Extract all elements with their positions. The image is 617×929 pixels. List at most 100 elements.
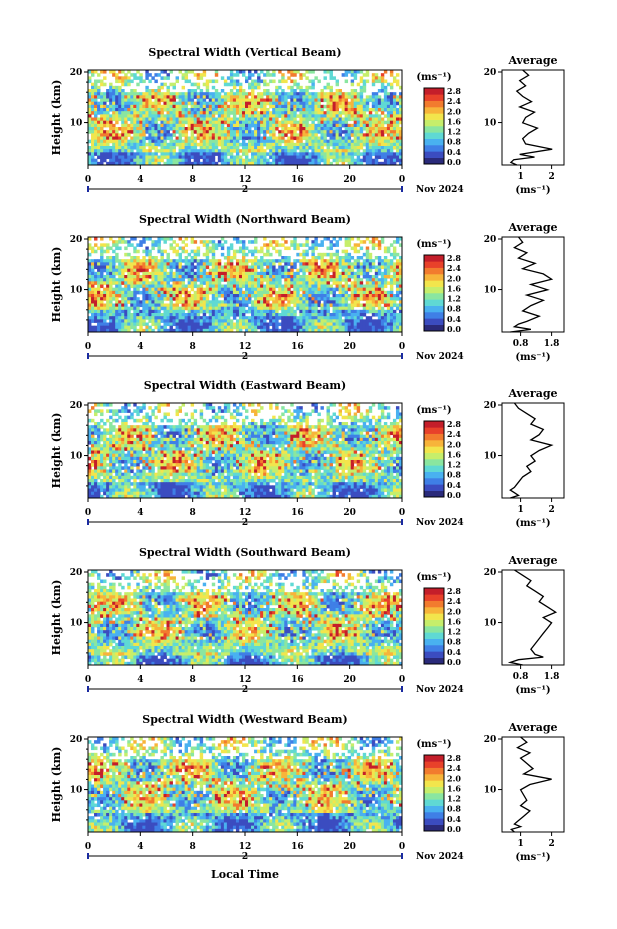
heatmap-cell bbox=[287, 76, 291, 80]
heatmap-cell bbox=[241, 240, 246, 244]
heatmap-cell bbox=[106, 120, 110, 125]
heatmap-cell bbox=[208, 158, 213, 163]
heatmap-cell bbox=[344, 139, 349, 144]
heatmap-cell bbox=[275, 152, 279, 156]
heatmap-cell bbox=[103, 243, 107, 247]
heatmap-cell bbox=[223, 303, 228, 308]
heatmap-cell bbox=[112, 243, 116, 247]
heatmap-cell bbox=[368, 290, 373, 295]
heatmap-cell bbox=[148, 142, 152, 147]
heatmap-cell bbox=[317, 158, 321, 163]
heatmap-cell bbox=[88, 101, 92, 106]
heatmap-cell bbox=[335, 265, 339, 270]
heatmap-cell bbox=[229, 95, 234, 99]
heatmap-cell bbox=[214, 278, 219, 282]
heatmap-cell bbox=[341, 146, 346, 150]
heatmap-cell bbox=[269, 101, 273, 106]
heatmap-cell bbox=[254, 306, 258, 311]
heatmap-cell bbox=[100, 117, 104, 122]
heatmap-cell bbox=[142, 309, 146, 314]
heatmap-cell bbox=[100, 297, 104, 301]
heatmap-cell bbox=[175, 104, 179, 109]
heatmap-cell bbox=[329, 303, 333, 308]
heatmap-cell bbox=[190, 123, 195, 128]
heatmap-cell bbox=[211, 79, 216, 84]
heatmap-cell bbox=[293, 127, 297, 131]
heatmap-cell bbox=[398, 237, 403, 241]
heatmap-cell bbox=[151, 161, 155, 166]
heatmap-cell bbox=[115, 101, 119, 106]
heatmap-cell bbox=[314, 161, 318, 166]
heatmap-cell bbox=[326, 252, 330, 257]
heatmap-cell bbox=[368, 252, 373, 257]
heatmap-cell bbox=[208, 262, 213, 266]
heatmap-cell bbox=[238, 297, 243, 301]
heatmap-cell bbox=[287, 95, 291, 99]
heatmap-cell bbox=[217, 284, 222, 289]
heatmap-cell bbox=[386, 319, 391, 323]
heatmap-cell bbox=[211, 306, 216, 311]
heatmap-cell bbox=[398, 271, 403, 276]
heatmap-cell bbox=[91, 316, 95, 320]
heatmap-cell bbox=[257, 149, 261, 153]
heatmap-cell bbox=[287, 155, 291, 160]
heatmap-cell bbox=[368, 265, 373, 270]
heatmap-cell bbox=[386, 290, 391, 295]
heatmap-cell bbox=[269, 142, 273, 147]
heatmap-cell bbox=[190, 271, 195, 276]
heatmap-cell bbox=[160, 98, 164, 103]
heatmap-cell bbox=[241, 95, 246, 99]
heatmap-cell bbox=[106, 146, 110, 150]
heatmap-cell bbox=[260, 104, 264, 109]
heatmap-cell bbox=[175, 294, 179, 298]
heatmap-cell bbox=[139, 73, 143, 77]
heatmap-cell bbox=[365, 268, 370, 273]
heatmap-cell bbox=[151, 92, 155, 96]
heatmap-cell bbox=[248, 136, 252, 141]
heatmap-cell bbox=[169, 111, 173, 115]
heatmap-cell bbox=[353, 70, 358, 74]
heatmap-cell bbox=[299, 303, 303, 308]
heatmap-cell bbox=[326, 246, 330, 251]
heatmap-cell bbox=[88, 237, 92, 241]
heatmap-cell bbox=[323, 70, 327, 74]
heatmap-cell bbox=[299, 95, 303, 99]
heatmap-cell bbox=[290, 294, 294, 298]
heatmap-cell bbox=[317, 287, 321, 292]
heatmap-cell bbox=[335, 319, 339, 323]
heatmap-cell bbox=[359, 284, 364, 289]
heatmap-cell bbox=[302, 284, 306, 289]
heatmap-cell bbox=[263, 127, 267, 131]
heatmap-cell bbox=[347, 127, 352, 131]
heatmap-cell bbox=[130, 243, 134, 247]
heatmap-cell bbox=[383, 281, 388, 285]
heatmap-cell bbox=[371, 127, 376, 131]
heatmap-cell bbox=[145, 101, 149, 106]
heatmap-cell bbox=[214, 306, 219, 311]
heatmap-cell bbox=[241, 152, 246, 156]
heatmap-cell bbox=[392, 271, 397, 276]
heatmap-cell bbox=[148, 149, 152, 153]
heatmap-cell bbox=[344, 130, 349, 134]
heatmap-cell bbox=[235, 136, 240, 141]
heatmap-cell bbox=[151, 133, 155, 137]
heatmap-cell bbox=[299, 76, 303, 80]
heatmap-cell bbox=[103, 290, 107, 295]
heatmap-cell bbox=[371, 246, 376, 251]
heatmap-cell bbox=[103, 306, 107, 311]
heatmap-cell bbox=[187, 281, 192, 285]
heatmap-cell bbox=[238, 82, 243, 87]
heatmap-cell bbox=[260, 259, 264, 263]
heatmap-cell bbox=[350, 152, 355, 156]
heatmap-cell bbox=[251, 265, 255, 270]
heatmap-cell bbox=[163, 82, 167, 87]
heatmap-cell bbox=[238, 142, 243, 147]
heatmap-cell bbox=[392, 142, 397, 147]
heatmap-cell bbox=[362, 275, 367, 279]
heatmap-cell bbox=[347, 268, 352, 273]
heatmap-cell bbox=[208, 146, 213, 150]
heatmap-cell bbox=[371, 158, 376, 163]
heatmap-cell bbox=[362, 271, 367, 276]
heatmap-cell bbox=[91, 120, 95, 125]
heatmap-cell bbox=[377, 313, 382, 317]
